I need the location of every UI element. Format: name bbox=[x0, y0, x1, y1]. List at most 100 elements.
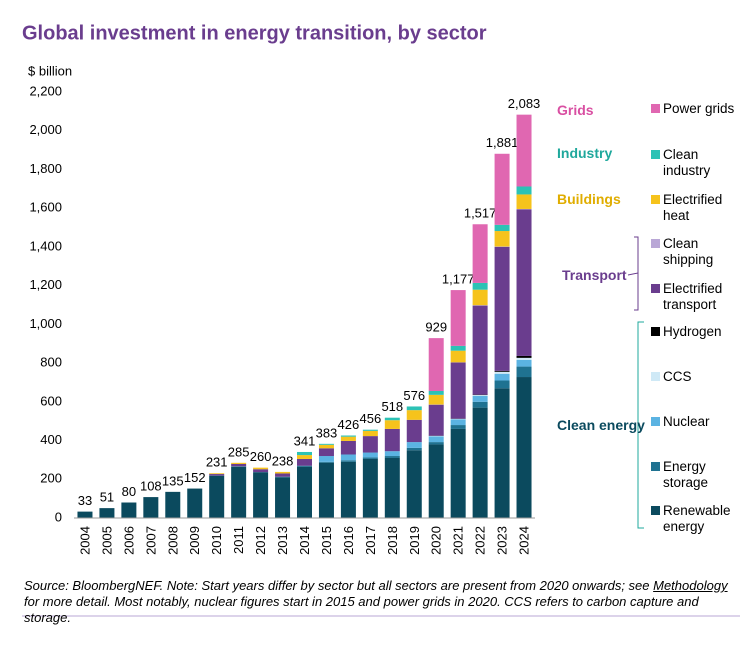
bar-segment bbox=[428, 390, 444, 395]
total-label: 426 bbox=[338, 417, 360, 432]
x-tick-label: 2023 bbox=[495, 526, 510, 555]
bar-segment bbox=[406, 450, 422, 518]
bar-segment bbox=[472, 396, 488, 402]
total-label: 285 bbox=[228, 444, 250, 459]
bar-segment bbox=[340, 435, 356, 437]
total-label: 260 bbox=[250, 449, 272, 464]
x-tick-label: 2009 bbox=[187, 526, 202, 555]
bar-segment bbox=[384, 417, 400, 421]
bar-segment bbox=[318, 448, 334, 457]
bar-segment bbox=[428, 436, 444, 443]
legend-swatch bbox=[651, 462, 660, 471]
bar-segment bbox=[450, 425, 466, 429]
transport-bracket bbox=[627, 236, 639, 311]
y-tick-label: 1,800 bbox=[29, 161, 62, 176]
y-tick-label: 200 bbox=[40, 471, 62, 486]
bar-segment bbox=[428, 442, 444, 445]
bar-segment bbox=[318, 462, 334, 518]
bar-segment bbox=[99, 508, 115, 518]
bar-segment bbox=[450, 350, 466, 363]
bar-segment bbox=[472, 289, 488, 306]
bar-segment bbox=[494, 380, 510, 389]
bar-segment bbox=[165, 491, 181, 518]
bar-segment bbox=[362, 430, 378, 437]
total-label: 1,881 bbox=[486, 135, 519, 150]
bar-segment bbox=[340, 454, 356, 461]
x-tick-label: 2010 bbox=[209, 526, 224, 555]
y-tick-label: 400 bbox=[40, 432, 62, 447]
bar-segment bbox=[340, 436, 356, 441]
bar-segment bbox=[384, 428, 400, 452]
bar-segment bbox=[494, 373, 510, 381]
bar-segment bbox=[209, 475, 225, 518]
bar-segment bbox=[428, 444, 444, 518]
chart-title: Global investment in energy transition, … bbox=[22, 22, 487, 44]
bar-segment bbox=[406, 419, 422, 443]
bar-segment bbox=[275, 471, 291, 474]
legend-swatch bbox=[651, 417, 660, 426]
bar-segment bbox=[472, 395, 488, 397]
x-tick-label: 2008 bbox=[165, 526, 180, 555]
legend-label: CCS bbox=[663, 369, 692, 384]
x-tick-label: 2007 bbox=[143, 526, 158, 555]
bar-segment bbox=[384, 451, 400, 457]
y-tick-label: 2,000 bbox=[29, 122, 62, 137]
total-label: 108 bbox=[140, 479, 162, 494]
bar-segment bbox=[406, 410, 422, 420]
y-tick-label: 1,600 bbox=[29, 200, 62, 215]
bar-segment bbox=[494, 388, 510, 518]
total-label: 341 bbox=[294, 433, 316, 448]
total-label: 383 bbox=[316, 425, 338, 440]
bar-segment bbox=[494, 231, 510, 247]
x-tick-label: 2017 bbox=[363, 526, 378, 555]
bar-segment bbox=[121, 502, 137, 518]
bar-segment bbox=[297, 451, 312, 456]
bar-segment bbox=[516, 357, 532, 360]
y-tick-label: 0 bbox=[55, 509, 62, 524]
bar-segment bbox=[516, 186, 532, 195]
bar-segment bbox=[472, 224, 488, 283]
bar-segment bbox=[472, 407, 488, 518]
bar-segment bbox=[428, 404, 444, 436]
bar-segment bbox=[384, 456, 400, 458]
bar-segment bbox=[494, 246, 510, 371]
bar-segment bbox=[209, 473, 225, 475]
x-tick-label: 2014 bbox=[297, 526, 312, 555]
bar-segment bbox=[516, 114, 532, 187]
total-label: 2,083 bbox=[508, 96, 541, 111]
bar-segment bbox=[384, 420, 400, 429]
bar-segment bbox=[428, 338, 444, 391]
legend-label: Hydrogen bbox=[663, 324, 722, 339]
total-label: 135 bbox=[162, 473, 184, 488]
y-tick-label: 600 bbox=[40, 393, 62, 408]
legend-swatch bbox=[651, 239, 660, 248]
bar-segment bbox=[516, 194, 532, 209]
total-label: 231 bbox=[206, 455, 228, 470]
legend-swatch bbox=[651, 284, 660, 293]
bar-segment bbox=[253, 469, 269, 473]
bar-segment bbox=[143, 497, 159, 518]
bar-segment bbox=[209, 474, 225, 476]
bar-segment bbox=[362, 436, 378, 453]
bar-segment bbox=[362, 452, 378, 458]
bar-segment bbox=[450, 428, 466, 518]
bar-segment bbox=[494, 371, 510, 374]
total-label: 238 bbox=[272, 453, 294, 468]
bar-segment bbox=[297, 455, 312, 459]
legend-swatch bbox=[651, 506, 660, 515]
group-label: Clean energy bbox=[557, 417, 645, 433]
x-tick-label: 2018 bbox=[385, 526, 400, 555]
bar-segment bbox=[318, 456, 334, 462]
x-tick-label: 2022 bbox=[473, 526, 488, 555]
y-tick-label: 2,200 bbox=[29, 83, 62, 98]
group-label: Industry bbox=[557, 145, 613, 161]
total-label: 33 bbox=[78, 493, 92, 508]
bar-segment bbox=[318, 443, 334, 445]
bar-segment bbox=[297, 465, 312, 467]
x-tick-label: 2015 bbox=[319, 526, 334, 555]
bar-segment bbox=[472, 401, 488, 408]
legend-label: Nuclear bbox=[663, 414, 710, 429]
y-tick-label: 800 bbox=[40, 355, 62, 370]
